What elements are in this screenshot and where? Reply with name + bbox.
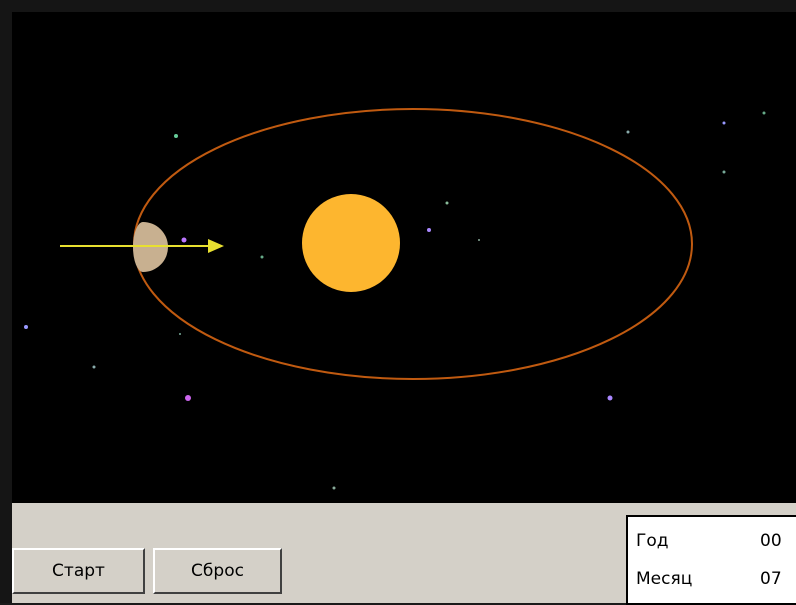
page: {"controls": {"start": "Старт", "reset":…: [0, 0, 796, 603]
sun: [302, 194, 400, 292]
space-background: [12, 12, 796, 503]
month-label: Месяц: [636, 569, 692, 589]
start-button[interactable]: Старт: [12, 548, 145, 594]
control-panel: Старт Сброс Год 00 Месяц 07: [12, 503, 796, 603]
month-value: 07: [760, 569, 782, 589]
year-label: Год: [636, 531, 669, 551]
info-box: Год 00 Месяц 07: [626, 515, 796, 605]
year-value: 00: [760, 531, 782, 551]
reset-button[interactable]: Сброс: [153, 548, 282, 594]
simulation-canvas: [12, 12, 796, 503]
